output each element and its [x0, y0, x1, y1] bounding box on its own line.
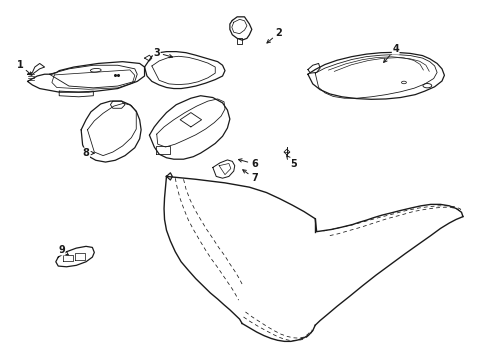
Text: 1: 1 [17, 60, 32, 75]
Text: 6: 6 [238, 159, 257, 169]
Text: 7: 7 [242, 170, 257, 183]
Text: 5: 5 [286, 156, 296, 169]
Text: 3: 3 [153, 48, 172, 58]
Text: 4: 4 [383, 44, 398, 62]
Text: 8: 8 [82, 148, 94, 158]
Text: 2: 2 [266, 28, 282, 43]
Text: 9: 9 [58, 245, 68, 255]
